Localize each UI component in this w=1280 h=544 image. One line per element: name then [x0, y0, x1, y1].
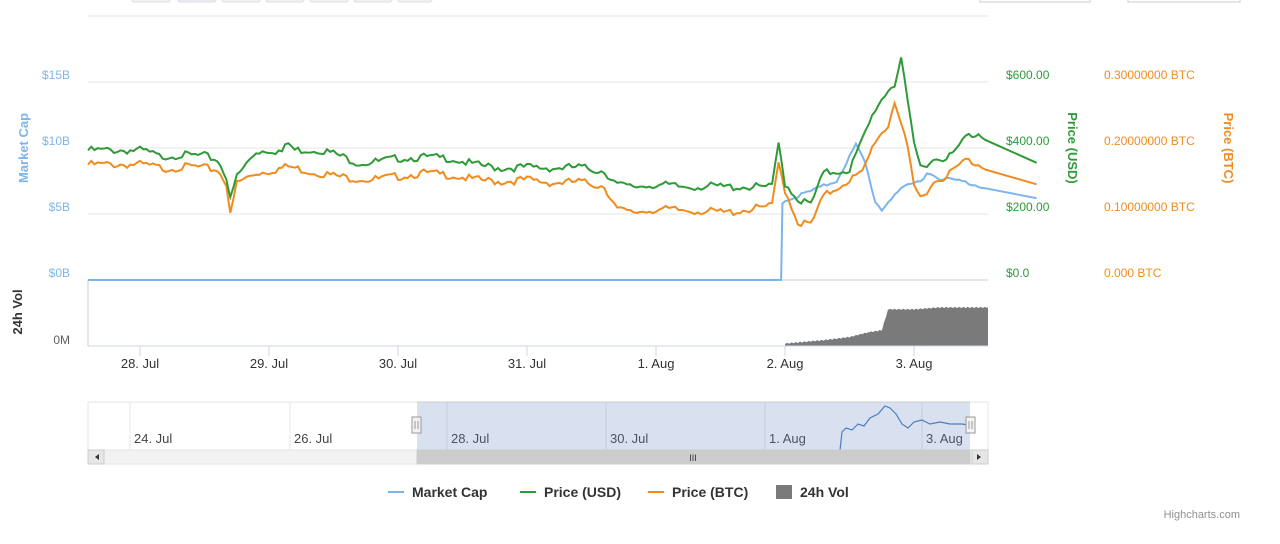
legend-label: Price (USD): [544, 484, 621, 500]
volume-axis-title: 24h Vol: [10, 289, 25, 334]
btc-tick: 0.10000000 BTC: [1104, 200, 1195, 214]
navigator-grid: 24. Jul 26. Jul 28. Jul 30. Jul 1. Aug 3. Aug: [129, 402, 963, 450]
market-cap-ticks: $0B $5B $10B $15B: [42, 68, 70, 280]
x-tick-label: 2. Aug: [767, 356, 804, 371]
navigator-tick-label: 26. Jul: [294, 431, 332, 446]
range-button[interactable]: [353, 0, 393, 3]
usd-axis-title: Price (USD): [1065, 112, 1080, 184]
btc-tick: 0.000 BTC: [1104, 266, 1162, 280]
legend-item-price-usd[interactable]: Price (USD): [520, 484, 621, 500]
legend-label: Market Cap: [412, 484, 487, 500]
legend-item-24h-vol[interactable]: 24h Vol: [776, 484, 849, 500]
x-tick-label: 1. Aug: [638, 356, 675, 371]
scrollbar-thumb[interactable]: [416, 449, 971, 465]
range-button[interactable]: [131, 0, 171, 3]
range-button[interactable]: [221, 0, 261, 3]
x-axis-ticks: 28. Jul 29. Jul 30. Jul 31. Jul 1. Aug 2. Aug…: [121, 346, 933, 371]
btc-ticks: 0.000 BTC 0.10000000 BTC 0.20000000 BTC …: [1104, 68, 1195, 280]
btc-tick: 0.20000000 BTC: [1104, 134, 1195, 148]
x-tick-label: 31. Jul: [508, 356, 546, 371]
market-cap-tick: $10B: [42, 134, 70, 148]
arrow-left-icon: [95, 454, 99, 460]
navigator-tick-label: 28. Jul: [451, 431, 489, 446]
market-cap-tick: $15B: [42, 68, 70, 82]
x-tick-label: 30. Jul: [379, 356, 417, 371]
navigator[interactable]: 24. Jul 26. Jul 28. Jul 30. Jul 1. Aug 3. Aug: [87, 401, 989, 451]
x-tick-label: 29. Jul: [250, 356, 288, 371]
usd-tick: $0.0: [1006, 266, 1030, 280]
series-market-cap: [88, 141, 1037, 281]
navigator-tick-label: 30. Jul: [610, 431, 648, 446]
navigator-handle-left[interactable]: [411, 416, 422, 434]
range-from-input[interactable]: [979, 0, 1091, 3]
navigator-handle-right[interactable]: [965, 416, 976, 434]
usd-tick: $200.00: [1006, 200, 1050, 214]
volume-tick: 0M: [53, 333, 70, 347]
legend-symbol: [776, 485, 792, 499]
range-button[interactable]: [177, 0, 217, 3]
legend[interactable]: Market Cap Price (USD) Price (BTC) 24h V…: [388, 484, 849, 500]
series-price-usd: [87, 57, 1038, 205]
navigator-tick-label: 24. Jul: [134, 431, 172, 446]
scrollbar[interactable]: III: [87, 449, 989, 465]
range-selector[interactable]: [131, 0, 1241, 3]
range-button[interactable]: [397, 0, 433, 3]
legend-label: 24h Vol: [800, 484, 849, 500]
credits-link[interactable]: Highcharts.com: [1164, 509, 1240, 521]
usd-tick: $400.00: [1006, 134, 1050, 148]
x-tick-label: 28. Jul: [121, 356, 159, 371]
volume-bars: [785, 305, 988, 346]
legend-label: Price (BTC): [672, 484, 748, 500]
x-tick-label: 3. Aug: [896, 356, 933, 371]
legend-item-market-cap[interactable]: Market Cap: [388, 484, 487, 500]
btc-axis-title: Price (BTC): [1221, 113, 1236, 184]
usd-ticks: $0.0 $200.00 $400.00 $600.00: [1006, 68, 1050, 280]
scrollbar-grip: III: [689, 453, 697, 463]
navigator-mask[interactable]: [417, 402, 970, 450]
range-button[interactable]: [265, 0, 305, 3]
market-cap-tick: $5B: [49, 200, 70, 214]
navigator-series: [839, 405, 969, 451]
btc-tick: 0.30000000 BTC: [1104, 68, 1195, 82]
market-cap-tick: $0B: [49, 266, 70, 280]
legend-item-price-btc[interactable]: Price (BTC): [648, 484, 748, 500]
navigator-tick-label: 1. Aug: [769, 431, 806, 446]
series-price-btc: [87, 99, 1037, 228]
market-cap-axis-title: Market Cap: [16, 113, 31, 183]
usd-tick: $600.00: [1006, 68, 1050, 82]
arrow-right-icon: [977, 454, 981, 460]
range-button[interactable]: [309, 0, 349, 3]
navigator-tick-label: 3. Aug: [926, 431, 963, 446]
range-to-input[interactable]: [1127, 0, 1241, 3]
navigator-frame: [87, 401, 989, 451]
